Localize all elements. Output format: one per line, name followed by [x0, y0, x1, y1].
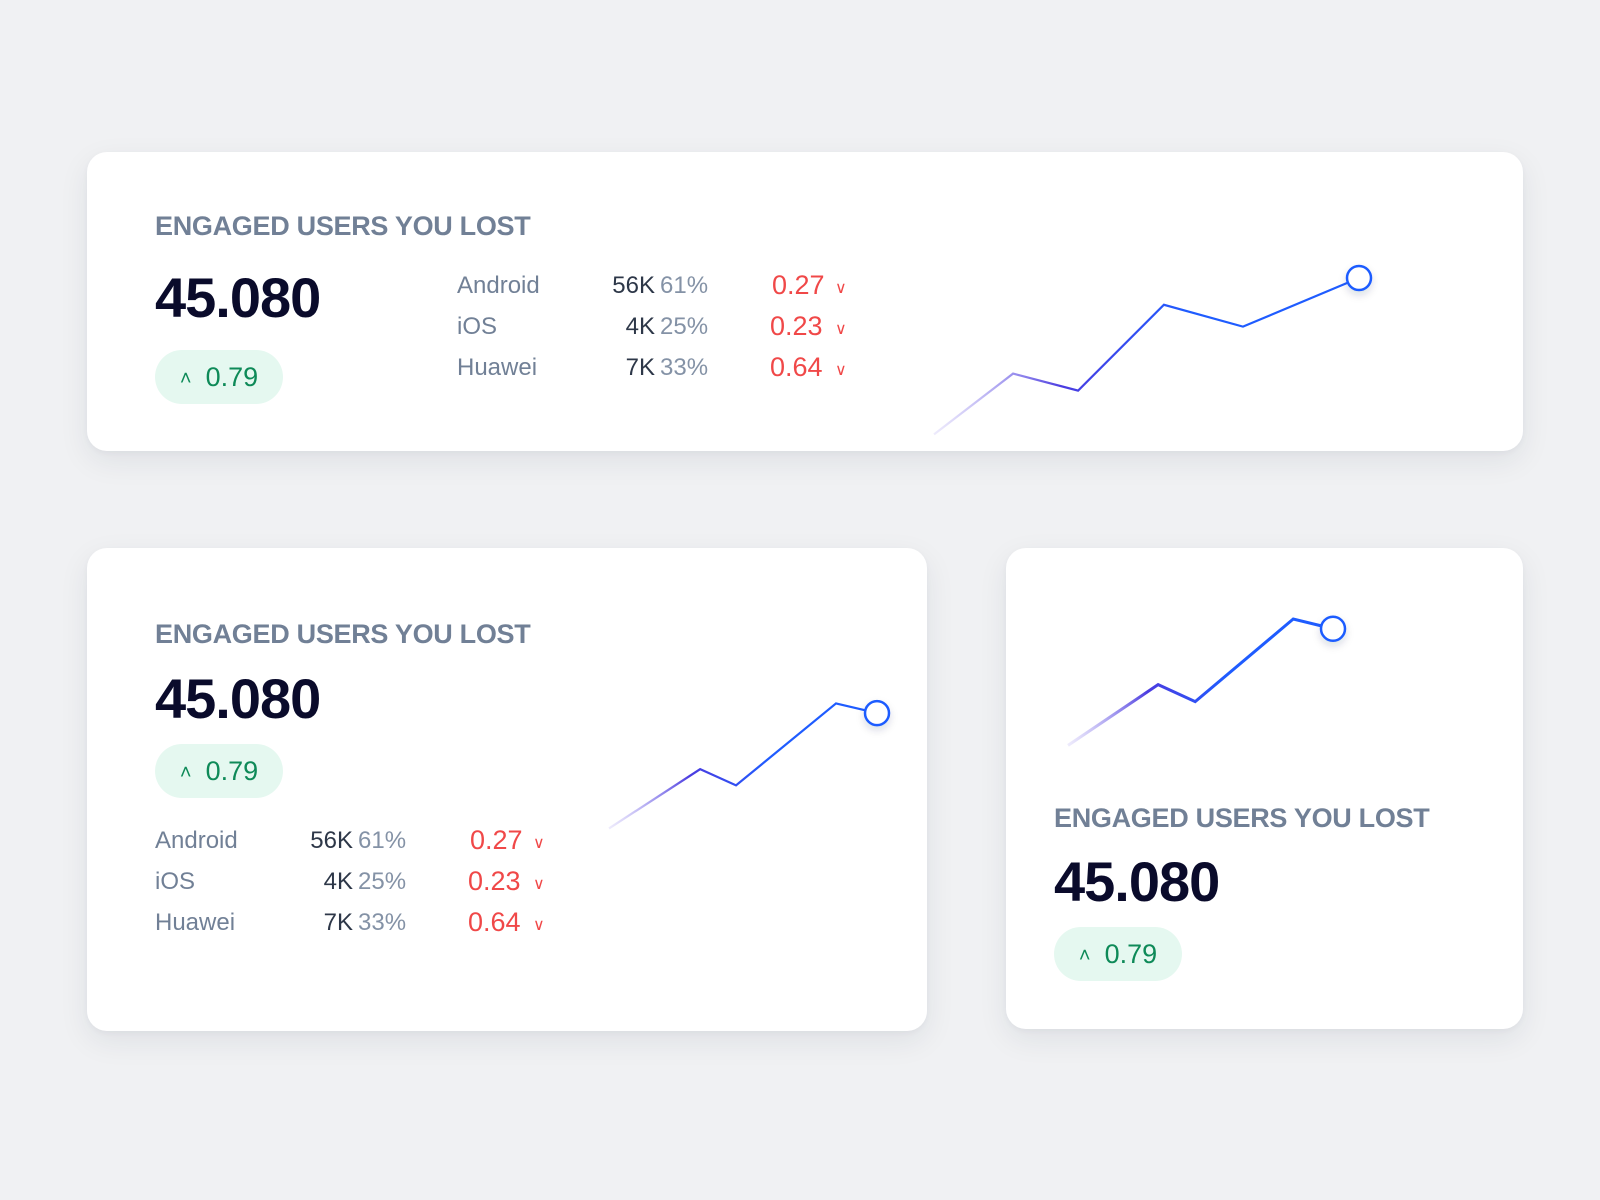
- platform-count: 7K: [625, 354, 655, 381]
- platform-count: 4K: [323, 868, 353, 895]
- change-value: 0.79: [205, 361, 259, 392]
- chevron-down-icon: ∨: [533, 876, 545, 893]
- platform-label: Huawei: [155, 909, 236, 936]
- platform-label: Android: [155, 827, 238, 854]
- platform-percent: 33%: [660, 354, 709, 381]
- platform-percent: 61%: [660, 272, 709, 299]
- chevron-down-icon: ∨: [835, 280, 847, 297]
- change-badge: ˄ 0.79: [155, 350, 283, 404]
- chevron-up-icon: ˄: [179, 761, 192, 784]
- platform-count: 7K: [323, 909, 353, 936]
- platform-change: 0.27: [470, 825, 523, 855]
- platform-count: 56K: [310, 827, 353, 854]
- platform-percent: 61%: [358, 827, 407, 854]
- change-badge: ˄ 0.79: [155, 744, 283, 798]
- platform-count: 56K: [612, 272, 655, 299]
- platform-label: iOS: [457, 313, 498, 340]
- chevron-down-icon: ∨: [835, 362, 847, 379]
- platform-change: 0.64: [468, 907, 521, 937]
- chevron-down-icon: ∨: [533, 917, 545, 934]
- platform-change: 0.23: [468, 866, 521, 896]
- card-title: ENGAGED USERS YOU LOST: [155, 211, 531, 241]
- card-title: ENGAGED USERS YOU LOST: [1054, 803, 1430, 833]
- change-value: 0.79: [1104, 938, 1158, 969]
- platform-percent: 33%: [358, 909, 407, 936]
- platform-label: Android: [457, 272, 540, 299]
- change-badge: ˄ 0.79: [1054, 927, 1182, 981]
- change-value: 0.79: [205, 755, 259, 786]
- platform-percent: 25%: [660, 313, 709, 340]
- card-title: ENGAGED USERS YOU LOST: [155, 619, 531, 649]
- platform-change: 0.64: [770, 352, 823, 382]
- metric-value: 45.080: [155, 667, 321, 730]
- platform-change: 0.27: [772, 270, 825, 300]
- platform-label: iOS: [155, 868, 196, 895]
- chevron-up-icon: ˄: [179, 367, 192, 390]
- platform-label: Huawei: [457, 354, 538, 381]
- metric-value: 45.080: [155, 266, 321, 329]
- chevron-up-icon: ˄: [1078, 944, 1091, 967]
- chevron-down-icon: ∨: [533, 835, 545, 852]
- platform-change: 0.23: [770, 311, 823, 341]
- platform-percent: 25%: [358, 868, 407, 895]
- chevron-down-icon: ∨: [835, 321, 847, 338]
- platform-count: 4K: [625, 313, 655, 340]
- metric-value: 45.080: [1054, 850, 1220, 913]
